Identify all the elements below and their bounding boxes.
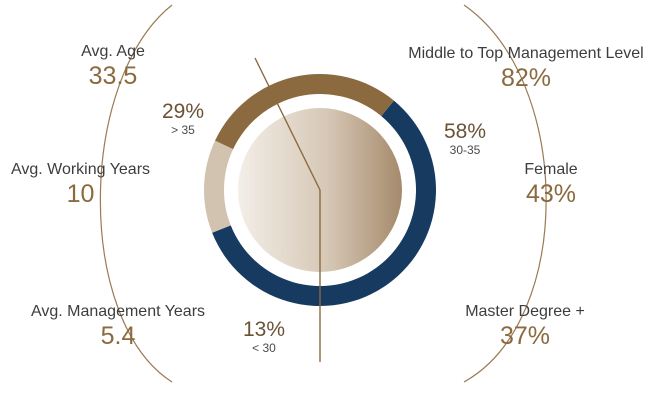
segment-range: < 30	[252, 341, 276, 355]
stat-female: Female 43%	[496, 160, 606, 208]
stat-master-degree: Master Degree + 37%	[440, 302, 610, 350]
stat-value: 43%	[525, 180, 577, 208]
stat-label: Middle to Top Management Level	[408, 45, 644, 62]
stat-management-level: Middle to Top Management Level 82%	[386, 44, 663, 92]
stat-label: Avg. Management Years	[30, 303, 206, 320]
outer-arc-left	[99, 4, 173, 383]
segment-range: 30-35	[449, 143, 481, 157]
slice-under-30	[204, 140, 234, 233]
segment-percent: 13%	[242, 318, 286, 341]
stat-value: 5.4	[100, 322, 136, 350]
slice-over-35	[215, 73, 394, 150]
stat-value: 10	[66, 180, 95, 208]
stat-label: Avg. Working Years	[10, 161, 151, 178]
segment-percent: 58%	[443, 120, 487, 143]
stat-avg-age: Avg. Age 33.5	[53, 42, 173, 90]
stat-avg-working-years: Avg. Working Years 10	[0, 160, 163, 208]
stat-label: Avg. Age	[81, 43, 145, 60]
stat-label: Female	[524, 161, 578, 178]
age-donut	[204, 73, 437, 307]
outer-arc-right	[463, 4, 547, 383]
segment-percent: 29%	[161, 100, 205, 123]
stat-avg-management-years: Avg. Management Years 5.4	[18, 302, 218, 350]
stat-value: 37%	[499, 322, 551, 350]
segment-label-30-35: 58% 30-35	[430, 120, 500, 157]
segment-range: > 35	[171, 123, 195, 137]
stat-value: 33.5	[88, 62, 138, 90]
stat-value: 82%	[500, 64, 552, 92]
segment-label-under-30: 13% < 30	[229, 318, 299, 355]
pointer-line-upper	[254, 57, 321, 191]
stat-label: Master Degree +	[465, 303, 585, 320]
segment-label-over-35: 29% > 35	[148, 100, 218, 137]
